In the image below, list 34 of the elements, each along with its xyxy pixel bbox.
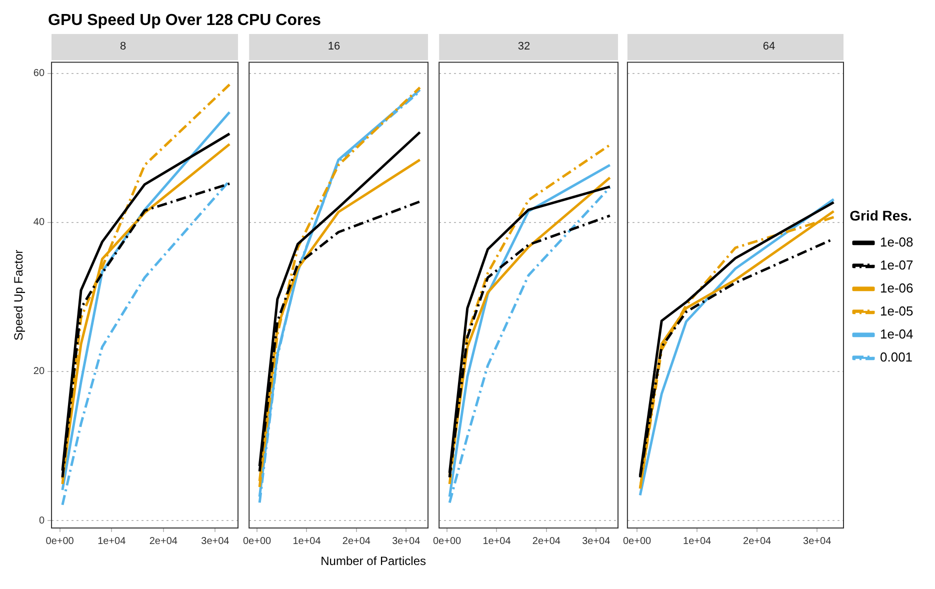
legend-label: 0.001: [880, 349, 913, 364]
x-tick-label: 1e+04: [292, 536, 322, 547]
y-tick-label: 40: [33, 217, 45, 228]
x-tick-label: 3e+04: [803, 536, 832, 547]
x-tick-label: 1e+04: [683, 536, 712, 547]
legend-label: 1e-07: [880, 257, 914, 272]
x-tick-label: 2e+04: [342, 536, 371, 547]
x-tick-label: 0e+00: [242, 536, 272, 547]
chart-subtitle: 8: [120, 40, 126, 53]
legend-label: 1e-05: [880, 303, 914, 318]
legend-label: 1e-08: [880, 234, 914, 250]
x-tick-label: 2e+04: [532, 536, 561, 547]
x-tick-label: 3e+04: [582, 536, 611, 547]
y-tick-label: 60: [33, 68, 45, 80]
x-tick-label: 1e+04: [482, 536, 512, 547]
x-tick-label: 0e+00: [46, 536, 74, 547]
x-tick-label: 0e+00: [432, 536, 462, 547]
chart-subtitle: 64: [762, 40, 776, 53]
y-tick-label: 20: [33, 366, 45, 378]
legend-label: 1e-04: [880, 326, 914, 342]
y-tick-label: 0: [38, 515, 45, 526]
x-tick-label: 3e+04: [201, 536, 230, 547]
chart-title: GPU Speed Up Over 128 CPU Cores: [47, 11, 322, 31]
legend-label: 1e-06: [880, 280, 914, 296]
x-tick-label: 3e+04: [392, 536, 421, 547]
chart-subtitle: 16: [328, 40, 340, 53]
chart-subtitle: 32: [518, 40, 530, 53]
legend-title: Grid Res.: [850, 207, 912, 224]
x-tick-label: 1e+04: [98, 536, 126, 547]
x-axis-title: Number of Particles: [320, 554, 427, 570]
x-tick-label: 2e+04: [149, 536, 178, 547]
x-tick-label: 2e+04: [743, 536, 772, 547]
y-axis-title: Speed Up Factor: [12, 250, 26, 340]
x-tick-label: 0e+00: [622, 536, 652, 547]
